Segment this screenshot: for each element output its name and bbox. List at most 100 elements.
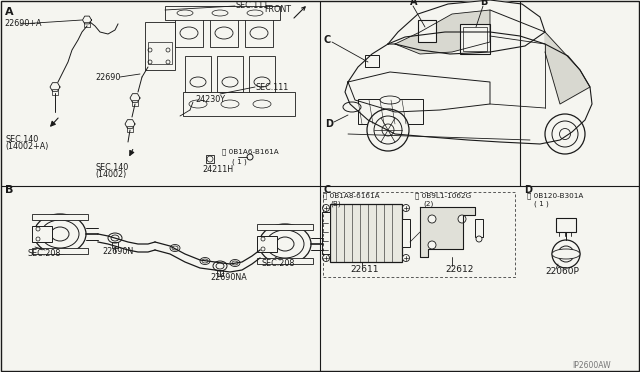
Text: (14002+A): (14002+A) xyxy=(5,142,49,151)
Ellipse shape xyxy=(250,27,268,39)
Circle shape xyxy=(476,236,482,242)
Text: B: B xyxy=(480,0,488,7)
Ellipse shape xyxy=(34,214,86,254)
Bar xyxy=(365,55,379,67)
Ellipse shape xyxy=(380,96,400,104)
Bar xyxy=(463,27,487,51)
Circle shape xyxy=(458,215,466,223)
Bar xyxy=(245,19,273,47)
Circle shape xyxy=(552,240,580,268)
Polygon shape xyxy=(348,72,490,112)
Ellipse shape xyxy=(41,220,79,248)
Bar xyxy=(206,155,214,163)
Bar xyxy=(257,224,313,230)
Text: B: B xyxy=(5,185,13,195)
Text: 22611: 22611 xyxy=(350,264,378,273)
Text: SEC.140: SEC.140 xyxy=(5,135,38,144)
Bar xyxy=(257,236,277,252)
Text: (B): (B) xyxy=(330,201,340,207)
Circle shape xyxy=(323,205,330,212)
Polygon shape xyxy=(388,0,545,54)
Text: SEC.208: SEC.208 xyxy=(28,250,61,259)
Bar xyxy=(330,204,402,262)
Polygon shape xyxy=(50,83,60,92)
Circle shape xyxy=(563,251,569,257)
Text: A: A xyxy=(5,7,13,17)
Text: D: D xyxy=(524,185,532,195)
Bar xyxy=(322,212,330,254)
Polygon shape xyxy=(420,207,475,257)
Text: 22690N: 22690N xyxy=(102,247,133,257)
Bar xyxy=(183,92,295,116)
Ellipse shape xyxy=(367,109,409,151)
Ellipse shape xyxy=(213,261,227,271)
Ellipse shape xyxy=(222,77,238,87)
Polygon shape xyxy=(545,32,590,104)
Polygon shape xyxy=(395,10,490,54)
Circle shape xyxy=(403,205,410,212)
Bar xyxy=(32,226,52,242)
Ellipse shape xyxy=(170,244,180,251)
Bar xyxy=(52,89,58,95)
Bar xyxy=(148,42,172,64)
Ellipse shape xyxy=(200,257,210,264)
Text: ( 1 ): ( 1 ) xyxy=(534,201,548,207)
Ellipse shape xyxy=(276,237,294,251)
Text: C: C xyxy=(323,185,330,195)
Text: D: D xyxy=(325,119,333,129)
Bar xyxy=(210,19,238,47)
Polygon shape xyxy=(125,120,135,128)
Text: (14002): (14002) xyxy=(95,170,126,180)
Ellipse shape xyxy=(180,27,198,39)
Ellipse shape xyxy=(545,114,585,154)
Text: 22690NA: 22690NA xyxy=(210,273,247,282)
Bar xyxy=(32,214,88,220)
Circle shape xyxy=(403,254,410,262)
Bar xyxy=(175,19,203,47)
Text: 24211H: 24211H xyxy=(202,166,233,174)
Bar xyxy=(418,20,436,42)
Ellipse shape xyxy=(216,263,224,269)
Bar xyxy=(84,22,90,27)
Text: Ⓑ 0B120-B301A: Ⓑ 0B120-B301A xyxy=(527,193,584,199)
Text: 24230Y: 24230Y xyxy=(195,96,225,105)
Circle shape xyxy=(428,241,436,249)
Text: SEC.111: SEC.111 xyxy=(256,83,289,92)
Ellipse shape xyxy=(343,102,361,112)
Ellipse shape xyxy=(259,224,311,264)
Bar xyxy=(249,56,275,92)
Text: SEC.208: SEC.208 xyxy=(262,260,296,269)
Text: SEC.111: SEC.111 xyxy=(236,1,269,10)
Ellipse shape xyxy=(108,233,122,243)
Ellipse shape xyxy=(559,128,570,140)
Bar xyxy=(556,218,576,232)
Bar xyxy=(112,242,118,248)
Ellipse shape xyxy=(230,260,240,266)
Text: C: C xyxy=(324,35,332,45)
Polygon shape xyxy=(83,16,92,24)
Bar xyxy=(217,56,243,92)
Ellipse shape xyxy=(190,77,206,87)
Ellipse shape xyxy=(374,116,402,144)
Text: ( 1 ): ( 1 ) xyxy=(232,159,247,165)
Circle shape xyxy=(558,246,574,262)
Ellipse shape xyxy=(254,77,270,87)
Text: Ⓝ 0B9L1-1062G: Ⓝ 0B9L1-1062G xyxy=(415,193,471,199)
Text: Ⓑ 0B1A6-B161A: Ⓑ 0B1A6-B161A xyxy=(222,149,279,155)
Text: IP2600AW: IP2600AW xyxy=(572,362,611,371)
Text: 22612: 22612 xyxy=(445,264,474,273)
Ellipse shape xyxy=(111,235,119,241)
Bar xyxy=(475,219,483,237)
Text: Ⓐ 0B1A8-6161A: Ⓐ 0B1A8-6161A xyxy=(323,193,380,199)
Bar xyxy=(257,258,313,264)
Ellipse shape xyxy=(51,227,69,241)
Text: 22690+A: 22690+A xyxy=(4,19,42,29)
Bar xyxy=(217,270,223,276)
Ellipse shape xyxy=(552,249,580,259)
Bar xyxy=(358,99,423,124)
Ellipse shape xyxy=(552,121,578,147)
Text: 22690: 22690 xyxy=(95,73,120,81)
Polygon shape xyxy=(130,94,140,102)
Text: 22060P: 22060P xyxy=(545,267,579,276)
Bar xyxy=(185,56,211,92)
